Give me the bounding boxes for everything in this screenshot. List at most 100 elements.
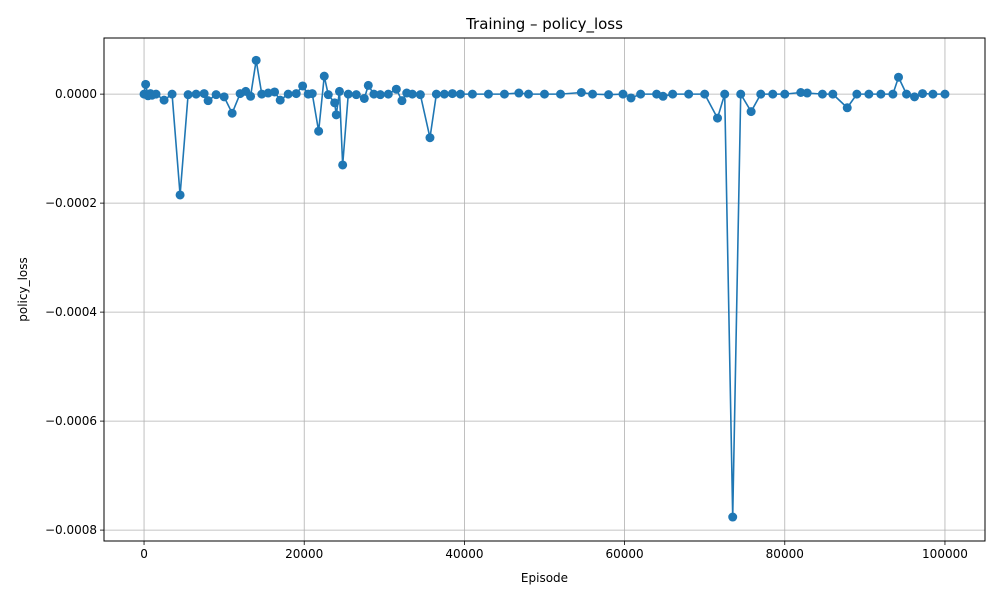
data-point bbox=[768, 89, 778, 99]
data-point bbox=[918, 89, 928, 99]
data-point bbox=[455, 89, 465, 99]
x-tick-label: 100000 bbox=[922, 547, 968, 561]
data-point bbox=[618, 89, 628, 99]
data-point bbox=[298, 81, 308, 91]
data-point bbox=[940, 89, 950, 99]
data-point bbox=[283, 89, 293, 99]
data-point bbox=[888, 89, 898, 99]
y-axis-ticks: 0.0000 −0.0002 −0.0004 −0.0006 −0.0008 bbox=[45, 87, 104, 537]
x-tick-label: 60000 bbox=[605, 547, 643, 561]
y-tick-label: −0.0004 bbox=[45, 305, 97, 319]
data-point bbox=[928, 89, 938, 99]
x-tick-label: 20000 bbox=[285, 547, 323, 561]
data-point bbox=[876, 89, 886, 99]
data-point bbox=[246, 91, 256, 101]
data-point bbox=[415, 90, 425, 100]
x-tick-label: 0 bbox=[140, 547, 148, 561]
data-point bbox=[556, 89, 566, 99]
data-point bbox=[397, 96, 407, 106]
data-point bbox=[668, 89, 678, 99]
data-point bbox=[700, 89, 710, 99]
data-point bbox=[523, 89, 533, 99]
data-point bbox=[270, 87, 280, 97]
data-point bbox=[319, 71, 329, 81]
data-point bbox=[183, 90, 193, 100]
data-point bbox=[540, 89, 549, 99]
y-tick-label: 0.0000 bbox=[55, 87, 97, 101]
data-point bbox=[141, 79, 151, 89]
data-point bbox=[728, 512, 738, 522]
data-point bbox=[842, 103, 852, 113]
data-point bbox=[227, 108, 237, 118]
data-point bbox=[359, 93, 369, 103]
data-point bbox=[343, 89, 353, 99]
data-point bbox=[817, 89, 827, 99]
data-point bbox=[219, 92, 229, 102]
y-tick-label: −0.0008 bbox=[45, 523, 97, 537]
data-point bbox=[314, 126, 324, 136]
data-point bbox=[211, 90, 221, 100]
x-tick-label: 80000 bbox=[766, 547, 804, 561]
data-point bbox=[199, 89, 209, 99]
data-point bbox=[251, 55, 261, 65]
data-point bbox=[658, 91, 668, 101]
data-point bbox=[736, 89, 746, 99]
data-point bbox=[447, 89, 457, 99]
data-point bbox=[756, 89, 766, 99]
data-point bbox=[363, 80, 373, 90]
data-point bbox=[307, 89, 317, 99]
data-point bbox=[588, 89, 598, 99]
data-point bbox=[375, 90, 385, 100]
data-point bbox=[910, 92, 920, 102]
grid-lines bbox=[104, 38, 985, 541]
data-point bbox=[151, 89, 161, 99]
chart-title: Training – policy_loss bbox=[465, 15, 623, 34]
axes-frame bbox=[103, 37, 986, 542]
data-point bbox=[684, 89, 694, 99]
y-tick-label: −0.0006 bbox=[45, 414, 97, 428]
data-point bbox=[483, 89, 493, 99]
data-point bbox=[467, 89, 477, 99]
data-point bbox=[351, 90, 361, 100]
data-point bbox=[291, 89, 301, 99]
data-point bbox=[852, 89, 862, 99]
data-point bbox=[604, 90, 614, 100]
data-point bbox=[902, 89, 912, 99]
data-point bbox=[159, 95, 169, 105]
data-point bbox=[720, 89, 730, 99]
y-tick-label: −0.0002 bbox=[45, 196, 97, 210]
data-point bbox=[323, 90, 333, 100]
data-point bbox=[802, 88, 812, 98]
data-point bbox=[864, 89, 874, 99]
x-axis-ticks: 0 20000 40000 60000 80000 100000 bbox=[140, 541, 968, 561]
data-point bbox=[746, 107, 756, 117]
data-point bbox=[499, 89, 509, 99]
data-point bbox=[894, 72, 903, 82]
data-point bbox=[439, 89, 449, 99]
data-point bbox=[331, 110, 341, 120]
data-point bbox=[175, 190, 185, 200]
data-point bbox=[431, 89, 441, 99]
x-tick-label: 40000 bbox=[445, 547, 483, 561]
data-point bbox=[828, 89, 838, 99]
data-point bbox=[334, 86, 344, 96]
data-point bbox=[576, 88, 586, 97]
data-point bbox=[713, 113, 722, 123]
data-point bbox=[514, 88, 524, 98]
data-point bbox=[626, 93, 636, 103]
data-point bbox=[636, 89, 646, 99]
data-point bbox=[383, 89, 393, 99]
data-point bbox=[275, 95, 285, 105]
data-point bbox=[330, 98, 340, 108]
data-point bbox=[191, 89, 201, 99]
data-point bbox=[780, 89, 790, 99]
data-point bbox=[203, 96, 213, 106]
data-point bbox=[338, 160, 348, 170]
data-point bbox=[425, 133, 435, 143]
x-axis-label: Episode bbox=[521, 571, 568, 585]
data-point bbox=[167, 89, 177, 99]
y-axis-label: policy_loss bbox=[16, 257, 30, 322]
plot-area bbox=[139, 55, 950, 522]
data-point bbox=[407, 89, 417, 99]
